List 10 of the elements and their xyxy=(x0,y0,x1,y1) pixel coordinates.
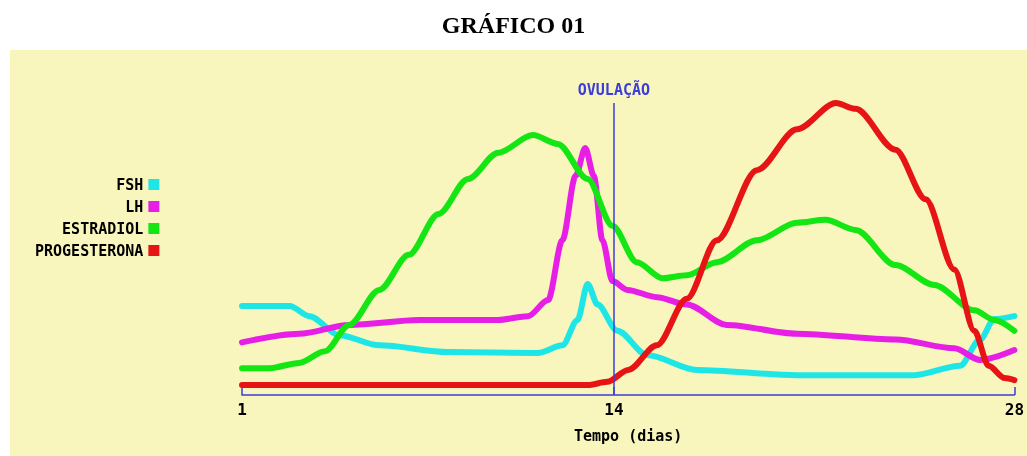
chart-title: GRÁFICO 01 xyxy=(441,12,586,38)
legend-label: ESTRADIOL xyxy=(62,219,144,238)
legend-label: PROGESTERONA xyxy=(34,241,144,260)
legend-label: FSH xyxy=(116,175,144,194)
x-axis-title: Tempo (dias) xyxy=(574,426,683,445)
x-tick-label: 1 xyxy=(237,399,247,419)
legend-label: LH xyxy=(125,197,144,216)
x-tick-label: 14 xyxy=(604,399,624,419)
ref-line-label: OVULAÇÃO xyxy=(577,79,651,99)
x-tick-label: 28 xyxy=(1004,399,1024,419)
